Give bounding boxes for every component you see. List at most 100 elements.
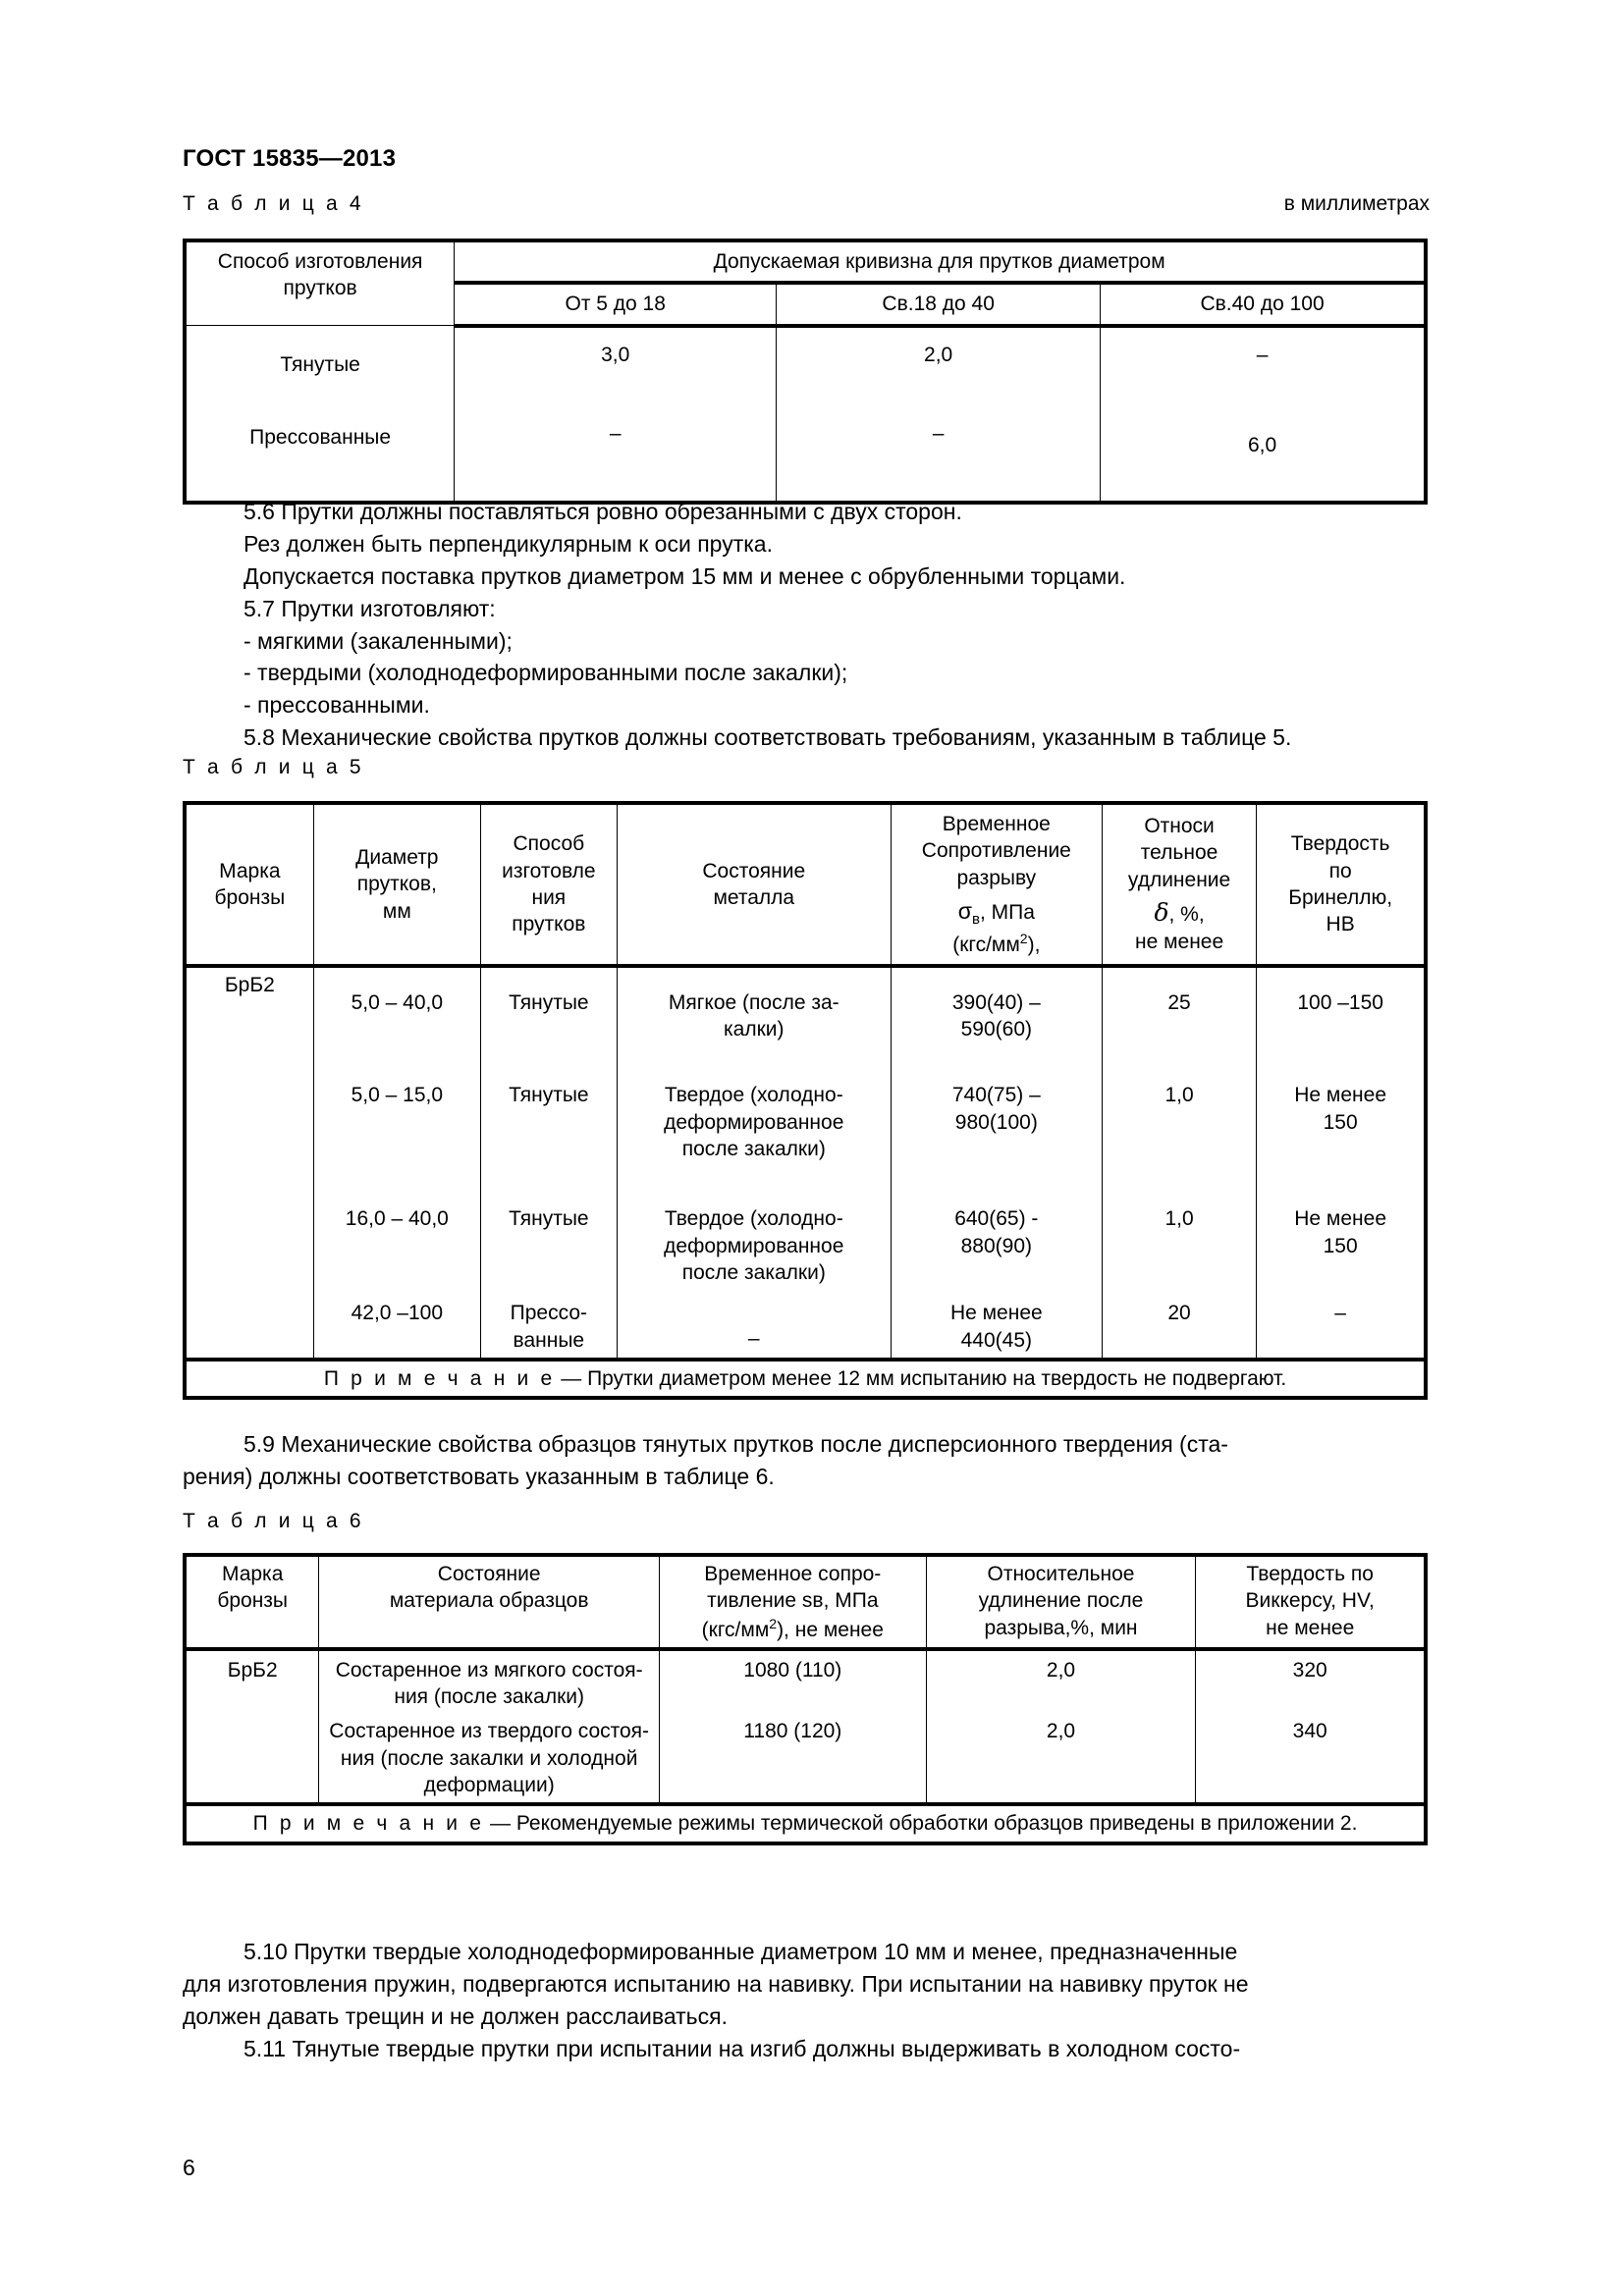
table6-cell-hardness: 340 — [1195, 1714, 1427, 1807]
tensile-symbol-line: σв, МПа — [897, 897, 1096, 930]
elongation-min-note: не менее — [1134, 931, 1224, 954]
table5-caption-row: Т а б л и ц а 5 — [183, 756, 1430, 779]
standard-designation-header: ГОСТ 15835—2013 — [183, 145, 397, 172]
table4-header-range-1: От 5 до 18 — [454, 282, 778, 328]
table4-cell-value: 6,0 — [1100, 420, 1427, 504]
table6-note-row: П р и м е ч а н и е — Рекомендуемые режи… — [184, 1803, 1427, 1844]
table5-cell-state: Твердое (холодно- деформированное после … — [616, 1166, 892, 1291]
table5-cell-method: Тянутые — [479, 1166, 618, 1291]
paragraph-5-10-line-2: для изготовления пружин, подвергаются ис… — [183, 1970, 1249, 1997]
table6-caption-row: Т а б л и ц а 6 — [183, 1510, 1430, 1533]
tensile-units-line: (кгс/мм2), — [897, 930, 1096, 958]
table6-cell-brand: БрБ2 — [184, 1648, 320, 1807]
page-number: 6 — [183, 2155, 195, 2180]
paragraph-5-9-line-2: рения) должны соответствовать указанным … — [183, 1463, 775, 1489]
list-item-pressed: - прессованными. — [244, 692, 430, 719]
table5-cell-state: – — [616, 1290, 892, 1362]
paragraph-5-10-line-1: 5.10 Прутки твердые холоднодеформированн… — [244, 1939, 1238, 1964]
table6-cell-hardness: 320 — [1195, 1648, 1427, 1715]
kgs6-close: ), не менее — [777, 1618, 884, 1641]
table5-cell-state: Твердое (холодно- деформированное после … — [616, 1046, 892, 1167]
list-item-soft: - мягкими (закаленными); — [244, 627, 513, 654]
section-5-6-to-5-8: 5.6 Прутки должны поставляться ровно обр… — [183, 496, 1428, 754]
table6-header-brand: Марка бронзы — [184, 1554, 320, 1651]
kgs6-exponent: 2 — [769, 1615, 778, 1631]
table5-header-row: Марка бронзы Диаметр прутков, мм Способ … — [184, 802, 1427, 968]
section-5-9: 5.9 Механические свойства образцов тянут… — [183, 1428, 1428, 1493]
table5-header-diameter: Диаметр прутков, мм — [312, 802, 481, 968]
table4-caption-row: Т а б л и ц а 4 в миллиметрах — [183, 192, 1430, 216]
table6-note-label: П р и м е ч а н и е — [252, 1812, 485, 1836]
table4-units-note: в миллиметрах — [1283, 192, 1430, 215]
table-5: Марка бронзы Диаметр прутков, мм Способ … — [183, 801, 1428, 1401]
table6-header-row: Марка бронзы Состояние материала образцо… — [184, 1554, 1427, 1651]
paragraph-5-6-line-1: 5.6 Прутки должны поставляться ровно обр… — [244, 499, 962, 524]
kgs-unit-close: ), — [1027, 933, 1041, 956]
table5-cell-method: Прессо- ванные — [479, 1290, 618, 1362]
table-4: Способ изготовления прутков Допускаемая … — [183, 239, 1428, 506]
table5-header-tensile-strength: Временное Сопротивление разрыву σв, МПа … — [890, 802, 1103, 968]
table5-note-text: — Прутки диаметром менее 12 мм испытанию… — [561, 1366, 1287, 1390]
kgs-unit-exponent: 2 — [1019, 930, 1028, 946]
table5-cell-brand: БрБ2 — [184, 965, 314, 1362]
table-row: 5,0 – 15,0 Тянутые Твердое (холодно- деф… — [185, 1046, 1427, 1167]
paragraph-5-6-line-3: Допускается поставка прутков диаметром 1… — [244, 562, 1126, 589]
table5-header-manufacture-method: Способ изготовле ния прутков — [479, 802, 618, 968]
table4-caption: Т а б л и ц а 4 — [183, 192, 364, 215]
paragraph-5-6-line-2: Рез должен быть перпендикулярным к оси п… — [244, 530, 773, 557]
table4-cell-method: Прессованные — [184, 420, 456, 504]
table5-note-label: П р и м е ч а н и е — [323, 1366, 556, 1390]
elongation-label-line-1: Относи — [1144, 815, 1215, 838]
table5-cell-tensile: 740(75) – 980(100) — [890, 1046, 1103, 1167]
tensile6-line-3: (кгс/мм2), не менее — [667, 1615, 919, 1643]
table-row: БрБ2 5,0 – 40,0 Тянутые Мягкое (после за… — [184, 965, 1427, 1362]
table5-header-brinell-hardness: Твердость по Бринеллю, НВ — [1256, 802, 1427, 968]
table4-header-row-1: Способ изготовления прутков Допускаемая … — [184, 240, 1427, 327]
table6-header-vickers-hardness: Твердость по Виккерсу, HV, не менее — [1195, 1554, 1427, 1651]
table6-header-elongation: Относительное удлинение после разрыва,%,… — [925, 1554, 1197, 1651]
table6-cell-state: Состаренное из твердого состоя- ния (пос… — [318, 1714, 660, 1807]
table6-caption: Т а б л и ц а 6 — [183, 1510, 364, 1532]
table4-cell-method: Тянутые — [184, 325, 456, 421]
table6-note: П р и м е ч а н и е — Рекомендуемые режи… — [184, 1803, 1427, 1844]
table4-cell-value: – — [776, 420, 1102, 504]
table5-cell-method: Тянутые — [479, 1046, 618, 1167]
percent-unit: , %, — [1168, 902, 1205, 926]
table5-note-row: П р и м е ч а н и е — Прутки диаметром м… — [184, 1359, 1427, 1399]
table5-cell-diameter: 5,0 – 40,0 — [312, 965, 481, 1047]
table4-header-span-title: Допускаемая кривизна для прутков диаметр… — [454, 240, 1427, 286]
paragraph-5-8: 5.8 Механические свойства прутков должны… — [244, 724, 1292, 751]
paragraph-5-10-line-3: должен давать трещин и не должен расслаи… — [183, 2002, 729, 2029]
table4-cell-value: 2,0 — [776, 325, 1102, 421]
table-6: Марка бронзы Состояние материала образцо… — [183, 1553, 1428, 1845]
sigma-subscript: в — [971, 911, 980, 929]
table5-cell-state: Мягкое (после за- калки) — [616, 965, 892, 1047]
table4-header-range-2: Св.18 до 40 — [776, 282, 1102, 328]
table5-cell-diameter: 5,0 – 15,0 — [312, 1046, 481, 1167]
table5-cell-hardness: 100 –150 — [1256, 965, 1427, 1047]
table5-header-elongation: Относи тельное удлинение δ, %, не менее — [1101, 802, 1258, 968]
table5-cell-elongation: 1,0 — [1101, 1046, 1258, 1167]
table5-cell-diameter: 42,0 –100 — [312, 1290, 481, 1362]
table6-note-text: — Рекомендуемые режимы термической обраб… — [489, 1812, 1358, 1836]
section-5-10-to-5-11: 5.10 Прутки твердые холоднодеформированн… — [183, 1936, 1428, 2065]
table5-note: П р и м е ч а н и е — Прутки диаметром м… — [184, 1359, 1427, 1399]
tensile6-line-1: Временное сопро- — [704, 1563, 882, 1585]
table5-cell-elongation: 1,0 — [1101, 1166, 1258, 1291]
table5-header-metal-state: Состояние металла — [616, 802, 892, 968]
table6-cell-elongation: 2,0 — [925, 1714, 1197, 1807]
tensile6-line-2: тивление sв, МПа — [707, 1589, 879, 1613]
paragraph-5-11: 5.11 Тянутые твердые прутки при испытани… — [244, 2035, 1241, 2061]
list-item-hard: - твердыми (холоднодеформированными посл… — [244, 660, 848, 686]
table5-caption: Т а б л и ц а 5 — [183, 756, 364, 778]
table5-header-brand: Марка бронзы — [184, 802, 314, 968]
paragraph-5-9-line-1: 5.9 Механические свойства образцов тянут… — [244, 1431, 1228, 1457]
table6-cell-elongation: 2,0 — [925, 1648, 1197, 1715]
table6-header-tensile-strength: Временное сопро- тивление sв, МПа (кгс/м… — [659, 1554, 927, 1651]
table-row: Состаренное из твердого состоя- ния (пос… — [185, 1714, 1427, 1807]
table-row: 42,0 –100 Прессо- ванные – Не менее 440(… — [185, 1290, 1427, 1362]
table5-cell-tensile: 640(65) - 880(90) — [890, 1166, 1103, 1291]
table-row: Прессованные – – 6,0 — [184, 420, 1427, 504]
tensile-label-line-2: Сопротивление — [921, 839, 1071, 863]
